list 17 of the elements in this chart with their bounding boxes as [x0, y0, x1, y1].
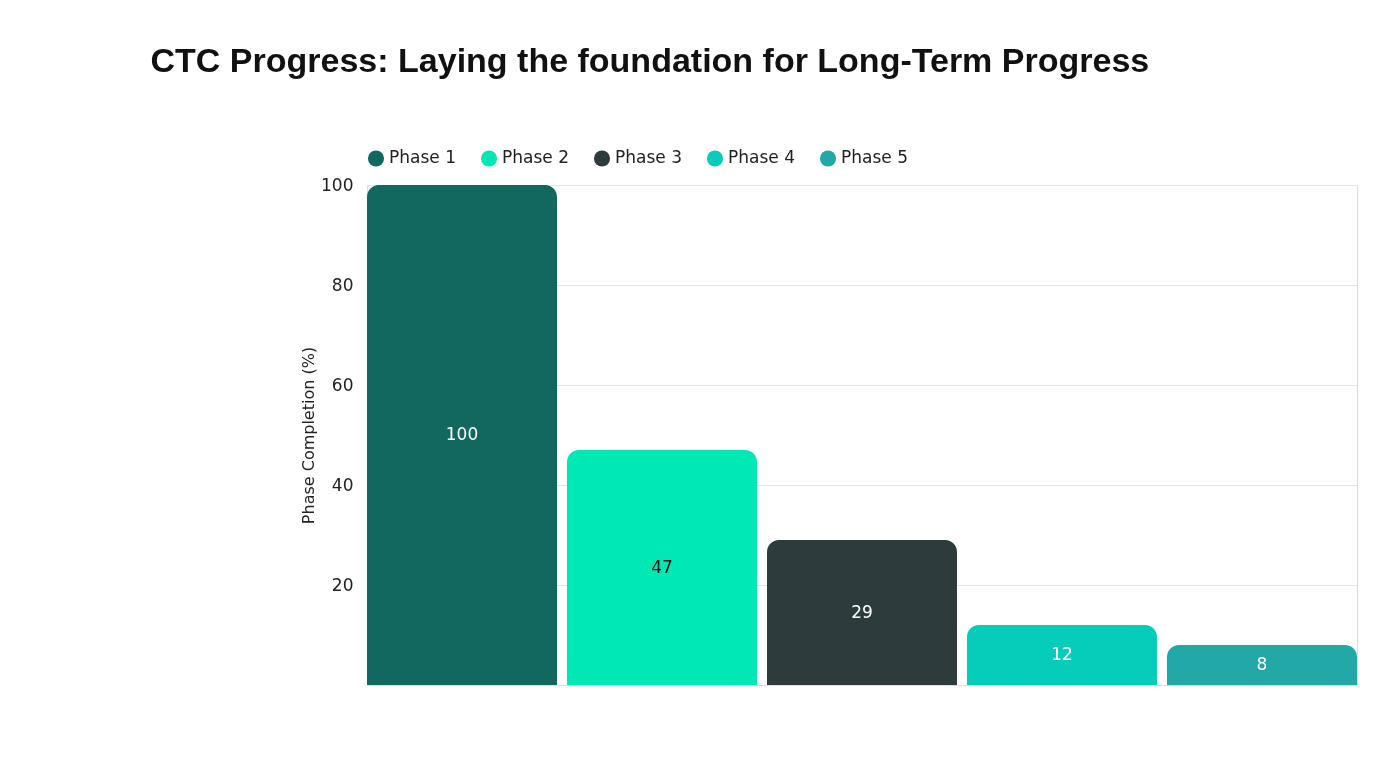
- legend-label: Phase 3: [615, 147, 682, 168]
- chart-title: CTC Progress: Laying the foundation for Long-Term Progress: [150, 41, 1150, 79]
- data-label: 29: [851, 601, 873, 622]
- legend-label: Phase 4: [728, 147, 795, 168]
- data-label: 100: [445, 424, 479, 444]
- y-tick-label: 60: [331, 374, 354, 395]
- data-label: 12: [1051, 644, 1073, 664]
- y-tick-label: 40: [331, 474, 354, 495]
- legend-label: Phase 5: [841, 147, 908, 168]
- data-label: 47: [651, 556, 673, 577]
- y-tick-label: 20: [331, 574, 354, 595]
- legend-label: Phase 1: [389, 147, 456, 168]
- y-tick-label: 100: [321, 174, 354, 195]
- data-label: 8: [1256, 654, 1268, 674]
- y-tick-label: 80: [331, 274, 354, 295]
- legend-label: Phase 2: [502, 147, 569, 168]
- y-axis-title: Phase Completion (%): [299, 346, 319, 525]
